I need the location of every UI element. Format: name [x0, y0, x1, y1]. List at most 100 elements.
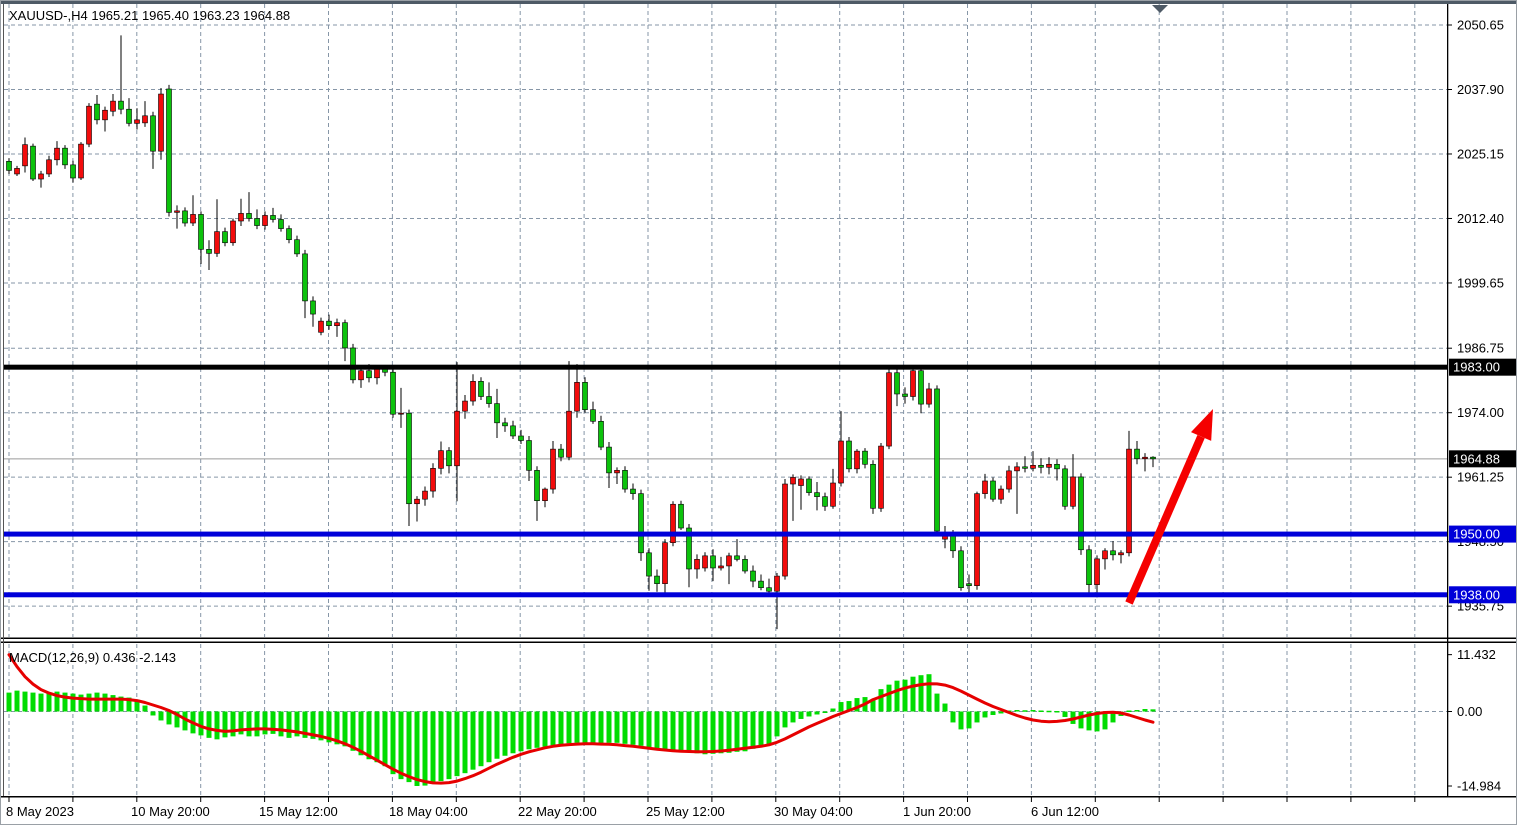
macd-bar	[614, 711, 620, 743]
macd-bar	[270, 711, 276, 734]
macd-bar	[894, 680, 900, 712]
candle-body	[542, 488, 548, 502]
candle-body	[1062, 468, 1068, 507]
macd-bar	[422, 711, 428, 786]
candlestick-series[interactable]	[6, 35, 1156, 630]
candle-body	[702, 555, 708, 569]
candle-body	[134, 119, 140, 124]
candle-body	[590, 409, 596, 422]
candle-body	[750, 570, 756, 582]
macd-bar	[1078, 711, 1084, 729]
candle-body	[822, 496, 828, 507]
macd-bar	[286, 711, 292, 738]
candle-body	[774, 575, 780, 592]
macd-indicator-label: MACD(12,26,9) 0.436 -2.143	[9, 650, 176, 665]
window-top-border	[1, 1, 1516, 4]
candle-body	[414, 498, 420, 505]
candle-body	[1094, 558, 1100, 585]
macd-bar	[550, 711, 556, 746]
candle-body	[526, 440, 532, 471]
candle-body	[846, 440, 852, 470]
price-tick-label: 2025.15	[1457, 146, 1504, 161]
candle-body	[430, 468, 436, 492]
macd-bar	[254, 711, 260, 737]
macd-bar	[678, 711, 684, 752]
candle-body	[254, 218, 260, 226]
candle-body	[958, 550, 964, 589]
macd-bar	[846, 701, 852, 712]
candle-body	[502, 422, 508, 427]
price-level-line[interactable]	[4, 531, 1447, 537]
macd-bar	[198, 711, 204, 736]
macd-bar	[566, 711, 572, 744]
candle-body	[990, 480, 996, 500]
macd-bar	[46, 692, 52, 712]
candle-body	[462, 400, 468, 412]
candle-body	[206, 249, 212, 254]
candle-body	[438, 450, 444, 469]
candle-body	[1078, 476, 1084, 551]
macd-bar	[302, 711, 308, 738]
panel-separator-top	[1, 637, 1516, 639]
time-axis-label: 6 Jun 12:00	[1031, 804, 1099, 819]
macd-bar	[982, 711, 988, 718]
macd-bar	[70, 693, 76, 712]
macd-bar	[926, 674, 932, 712]
macd-bar	[790, 711, 796, 723]
candle-body	[550, 448, 556, 490]
time-axis-label: 18 May 04:00	[389, 804, 468, 819]
macd-bar	[150, 711, 156, 716]
trend-arrow[interactable]	[1125, 409, 1213, 605]
macd-bar	[1126, 710, 1132, 713]
candle-body	[38, 173, 44, 180]
macd-bar	[438, 711, 444, 782]
panel-frames	[1, 1, 1516, 798]
price-badge-label: 1938.00	[1453, 587, 1500, 602]
macd-bar	[62, 692, 68, 712]
price-axis: 2050.65 2037.90 2025.15 2012.40 1999.65 1986.…	[1447, 18, 1516, 794]
candle-body	[886, 372, 892, 447]
macd-bar	[86, 693, 92, 712]
macd-bar	[974, 711, 980, 723]
candle-body	[1118, 552, 1124, 556]
price-level-line[interactable]	[4, 364, 1447, 370]
macd-bar	[1150, 709, 1156, 712]
candle-body	[510, 425, 516, 437]
macd-bar	[462, 711, 468, 774]
macd-bar	[94, 692, 100, 712]
macd-bar	[334, 711, 340, 745]
macd-bar	[558, 711, 564, 745]
macd-bar	[710, 711, 716, 754]
macd-bar	[630, 711, 636, 745]
candle-body	[158, 93, 164, 152]
candle-body	[1054, 463, 1060, 470]
macd-bar	[142, 705, 148, 712]
candle-body	[310, 300, 316, 315]
macd-bar	[1110, 711, 1116, 723]
chart-shift-marker-icon[interactable]	[1152, 5, 1168, 13]
price-axis-border	[1447, 4, 1449, 796]
macd-bar	[278, 711, 284, 737]
macd-bar	[486, 711, 492, 763]
candle-body	[1102, 550, 1108, 560]
macd-bar	[638, 711, 644, 746]
candle-body	[1110, 550, 1116, 556]
candle-body	[862, 450, 868, 465]
candle-body	[342, 322, 348, 349]
symbol-title-overlay: XAUUSD-,H4 1965.21 1965.40 1963.23 1964.…	[9, 8, 291, 23]
candle-body	[574, 382, 580, 412]
candle-body	[598, 420, 604, 448]
macd-tick-label: 0.00	[1457, 704, 1482, 719]
candle-body	[326, 320, 332, 326]
candle-body	[1030, 464, 1036, 469]
macd-bar	[750, 711, 756, 749]
price-level-line[interactable]	[4, 592, 1447, 598]
macd-bar	[646, 711, 652, 748]
macd-bar	[822, 711, 828, 713]
price-tick-label: 2012.40	[1457, 211, 1504, 226]
macd-bar	[366, 711, 372, 760]
candle-body	[110, 100, 116, 112]
candle-body	[854, 450, 860, 470]
candle-body	[126, 108, 132, 124]
